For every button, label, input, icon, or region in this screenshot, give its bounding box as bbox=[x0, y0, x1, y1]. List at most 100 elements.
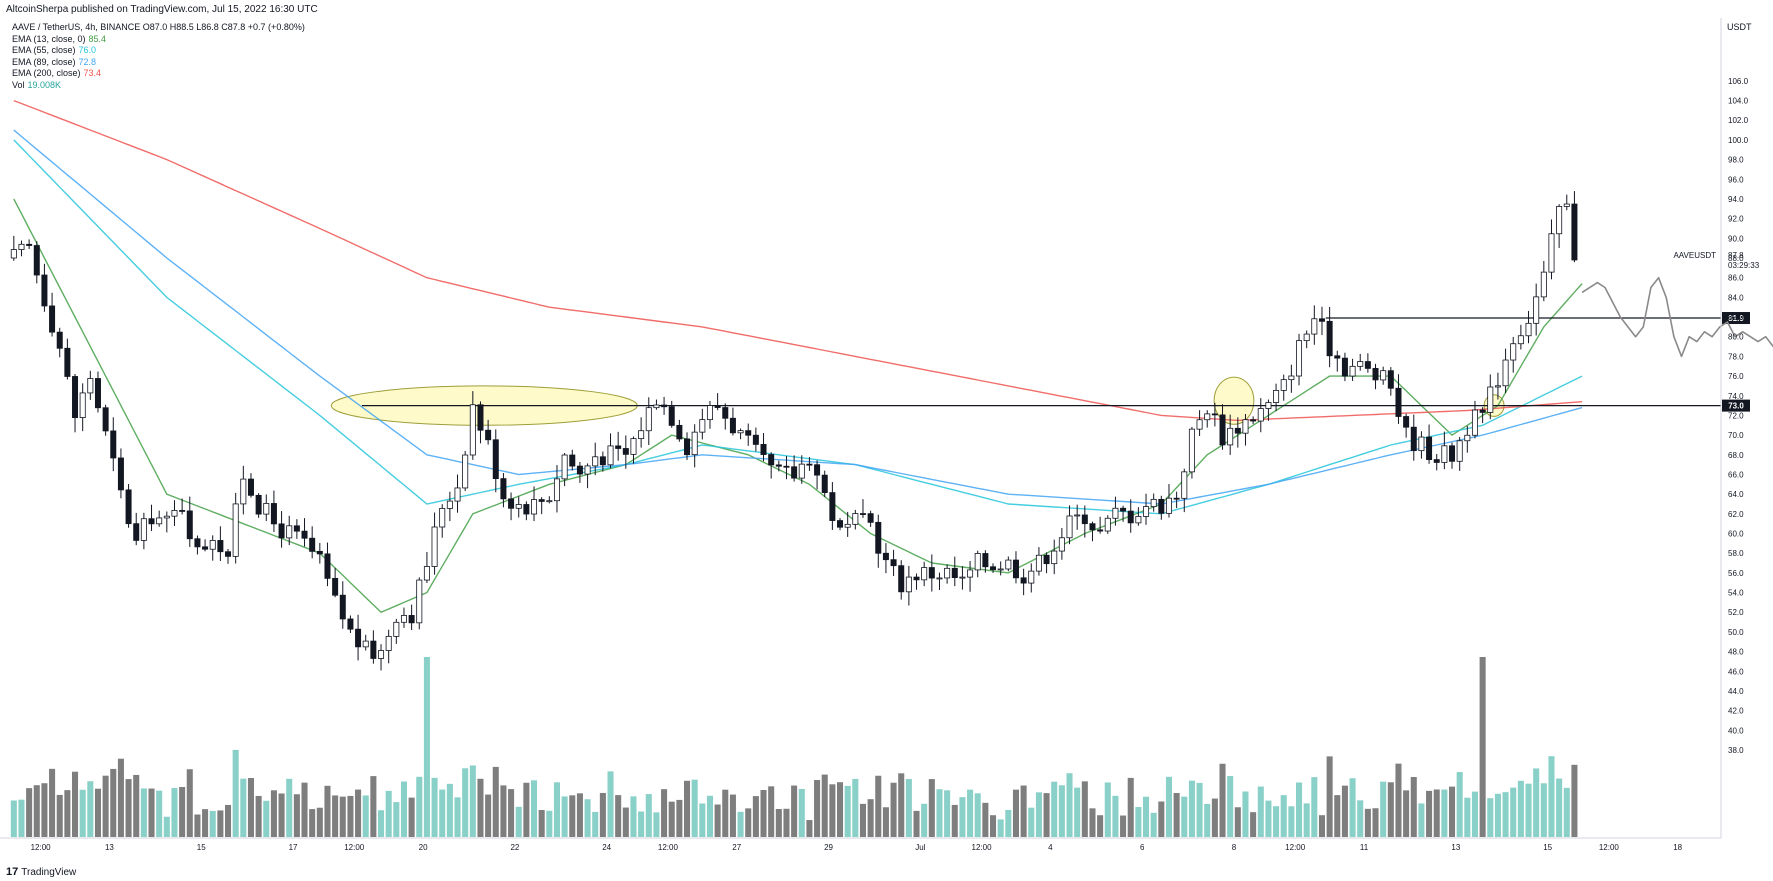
candle-down bbox=[408, 615, 415, 624]
time-tick-label: 6 bbox=[1140, 843, 1145, 852]
legend-ema89[interactable]: EMA (89, close) 72.8 bbox=[12, 57, 305, 69]
candle-down bbox=[492, 439, 499, 480]
candle-down bbox=[125, 489, 132, 525]
volume-bar-up bbox=[737, 811, 744, 837]
volume-bar-up bbox=[385, 790, 392, 837]
volume-bar-down bbox=[668, 801, 675, 837]
candle-down bbox=[951, 567, 958, 579]
volume-bar-down bbox=[1426, 790, 1433, 837]
candle-down bbox=[1364, 361, 1371, 369]
price-tick-label: 82.0 bbox=[1728, 313, 1744, 322]
price-axis[interactable]: 38.0 40.0 42.0 44.0 46.0 48.0 50.0 52.0 54.0 56.0… bbox=[1728, 77, 1749, 755]
candle-down bbox=[814, 464, 821, 476]
legend-ema13-label: EMA (13, close, 0) bbox=[12, 33, 86, 44]
volume-bar-down bbox=[791, 785, 798, 837]
candle-up bbox=[240, 478, 247, 505]
candle-down bbox=[1410, 426, 1417, 452]
volume-bar-down bbox=[814, 779, 821, 837]
candle-up bbox=[1074, 514, 1081, 517]
candle-down bbox=[41, 274, 48, 307]
candle-down bbox=[186, 510, 193, 540]
candle-down bbox=[875, 521, 882, 554]
legend-ema13[interactable]: EMA (13, close, 0) 85.4 bbox=[12, 34, 305, 46]
legend-volume[interactable]: Vol 19.008K bbox=[12, 80, 305, 92]
candle-down bbox=[508, 498, 515, 509]
candle-down bbox=[1234, 427, 1241, 434]
candle-up bbox=[1303, 333, 1310, 342]
candle-up bbox=[798, 463, 805, 479]
candle-up bbox=[423, 566, 430, 581]
price-tick-label: 98.0 bbox=[1728, 156, 1744, 165]
candle-down bbox=[117, 457, 124, 491]
volume-bar-up bbox=[1028, 807, 1035, 837]
candle-up bbox=[1066, 515, 1073, 539]
volume-bar-down bbox=[1211, 798, 1218, 837]
volume-bar-down bbox=[56, 794, 63, 837]
volume-bar-up bbox=[967, 789, 974, 837]
candle-down bbox=[729, 417, 736, 434]
candle-down bbox=[324, 553, 331, 579]
price-tick-label: 50.0 bbox=[1728, 628, 1744, 637]
legend-ema55[interactable]: EMA (55, close) 76.0 bbox=[12, 45, 305, 57]
volume-bar-down bbox=[485, 794, 492, 837]
highlight-ellipses bbox=[330, 376, 1505, 426]
time-tick-label: 8 bbox=[1232, 843, 1237, 852]
volume-bar-down bbox=[293, 794, 300, 837]
volume-bar-up bbox=[1540, 783, 1547, 837]
tradingview-brand[interactable]: 17 TradingView bbox=[6, 866, 76, 878]
volume-bar-up bbox=[844, 785, 851, 837]
volume-bar-up bbox=[156, 790, 163, 837]
volume-bar-down bbox=[1571, 764, 1578, 837]
legend-ema200-label: EMA (200, close) bbox=[12, 68, 81, 79]
publish-attribution: AltcoinSherpa published on TradingView.c… bbox=[6, 4, 318, 15]
volume-bar-up bbox=[1196, 782, 1203, 837]
candle-down bbox=[1426, 436, 1433, 460]
volume-bar-up bbox=[1464, 797, 1471, 837]
candle-up bbox=[1311, 318, 1318, 335]
candle-down bbox=[714, 405, 721, 408]
candles bbox=[10, 191, 1578, 671]
legend-ema200[interactable]: EMA (200, close) 73.4 bbox=[12, 68, 305, 80]
ema-line-ema13 bbox=[13, 198, 1583, 614]
price-tick-label: 104.0 bbox=[1728, 97, 1749, 106]
volume-bar-up bbox=[630, 796, 637, 837]
price-tick-label: 92.0 bbox=[1728, 215, 1744, 224]
candle-up bbox=[1525, 322, 1532, 337]
volume-bar-up bbox=[1517, 780, 1524, 837]
volume-bar-up bbox=[446, 783, 453, 837]
volume-bar-up bbox=[607, 771, 614, 837]
volume-bar-up bbox=[1066, 773, 1073, 837]
last-price-label: AAVEUSDT 87.803:29:33 bbox=[1673, 251, 1759, 270]
volume-bar-up bbox=[469, 765, 476, 837]
candle-down bbox=[1173, 497, 1180, 500]
price-tick-label: 60.0 bbox=[1728, 530, 1744, 539]
candle-up bbox=[1104, 517, 1111, 532]
price-tick-label: 52.0 bbox=[1728, 608, 1744, 617]
volume-bar-down bbox=[125, 779, 132, 837]
volume-bar-up bbox=[653, 812, 660, 837]
candle-up bbox=[921, 567, 928, 581]
candle-down bbox=[301, 530, 308, 539]
candle-up bbox=[1028, 570, 1035, 584]
volume-bar-down bbox=[1395, 763, 1402, 837]
candle-down bbox=[1097, 529, 1104, 532]
volume-bar-down bbox=[202, 809, 209, 837]
time-axis[interactable]: 12:00 13 15 17 12:00 20 22 24 12:00 27 29 Jul 12:00 4… bbox=[31, 843, 1683, 852]
volume-bar-up bbox=[1349, 778, 1356, 837]
candle-down bbox=[1341, 357, 1348, 377]
volume-bar-down bbox=[186, 769, 193, 837]
candle-up bbox=[1273, 389, 1280, 403]
candle-down bbox=[806, 463, 813, 466]
candle-down bbox=[768, 454, 775, 466]
volume-bar-up bbox=[1533, 768, 1540, 837]
candle-up bbox=[553, 478, 560, 502]
legend-ema55-value: 76.0 bbox=[78, 45, 97, 56]
volume-bar-down bbox=[324, 785, 331, 837]
candle-up bbox=[1494, 385, 1501, 388]
candle-down bbox=[859, 513, 866, 515]
volume-bar-down bbox=[576, 793, 583, 837]
volume-bar-up bbox=[1380, 781, 1387, 837]
candle-down bbox=[133, 523, 140, 541]
volume-bar-down bbox=[355, 789, 362, 837]
